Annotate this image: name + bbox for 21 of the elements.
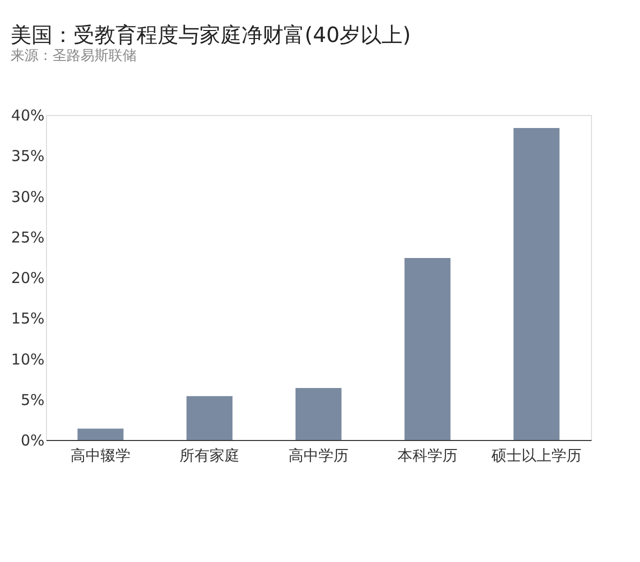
y-tick-label: 0%: [20, 432, 44, 450]
x-tick-label: 硕士以上学历: [490, 446, 582, 464]
y-tick-label: 25%: [11, 228, 44, 246]
y-tick-label: 20%: [11, 269, 44, 287]
y-tick-label: 15%: [11, 310, 44, 328]
bar: [514, 128, 560, 440]
y-tick-label: 35%: [11, 147, 44, 166]
source-note: 来源：圣路易斯联储: [10, 48, 137, 64]
y-tick-label: 5%: [20, 390, 44, 409]
x-tick-label: 所有家庭: [180, 446, 240, 464]
y-tick-label: 30%: [11, 188, 44, 206]
x-tick-label: 高中学历: [288, 446, 348, 464]
bar: [186, 396, 232, 440]
bar: [404, 258, 450, 440]
bar: [78, 428, 124, 440]
y-tick-label: 10%: [11, 350, 44, 368]
x-tick-label: 高中辍学: [70, 446, 130, 464]
x-tick-label: 本科学历: [398, 446, 458, 464]
y-tick-label: 40%: [11, 106, 44, 124]
bar: [296, 388, 342, 440]
chart-title: 美国：受教育程度与家庭净财富(40岁以上): [10, 23, 411, 47]
